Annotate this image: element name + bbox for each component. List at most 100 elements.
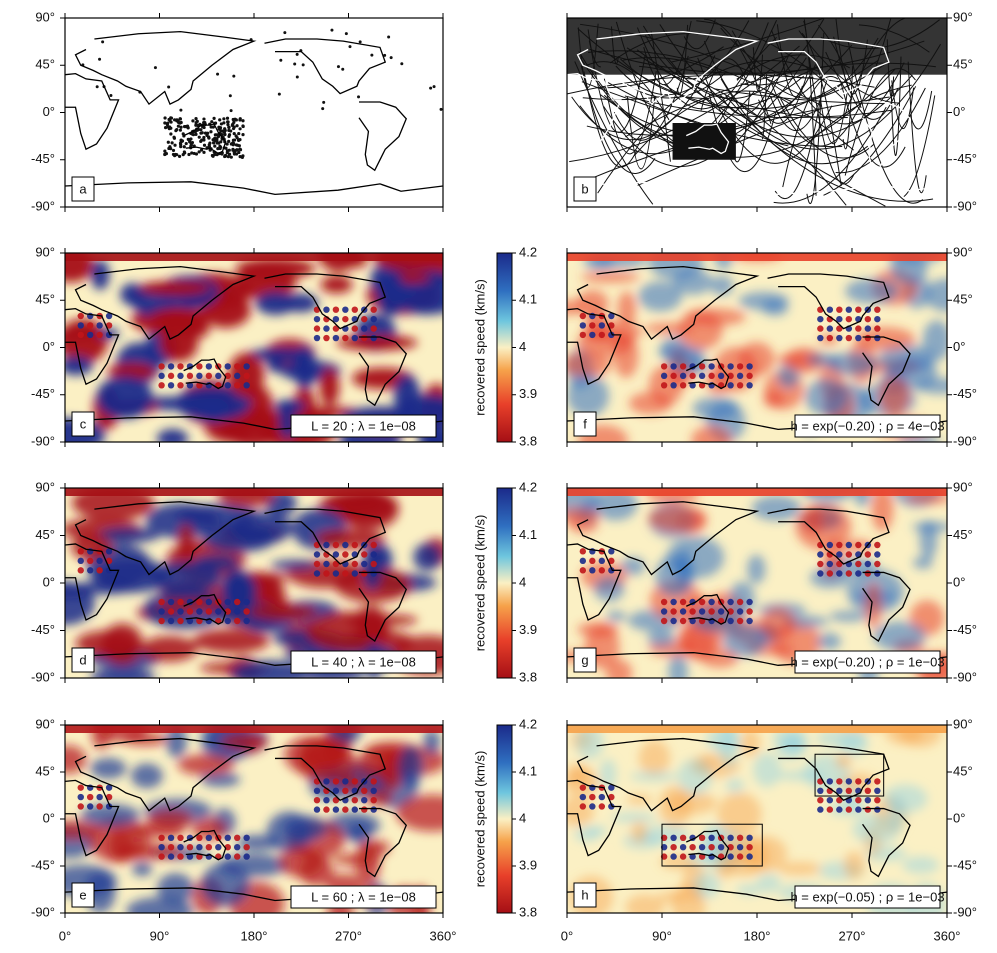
checker-cell	[158, 382, 165, 389]
anomaly	[785, 347, 824, 374]
checker-cell	[243, 598, 250, 606]
checker-cell	[579, 312, 587, 320]
checker-cell	[96, 557, 103, 565]
checker-cell	[196, 608, 203, 615]
checker-cell	[608, 793, 615, 801]
checker-cell	[717, 372, 725, 380]
station	[231, 138, 236, 142]
station	[178, 128, 182, 132]
checker-cell	[167, 363, 175, 370]
checker-cell	[660, 382, 668, 389]
anomaly	[423, 729, 441, 755]
map-panel: h h = exp(−0.05) ; ρ = 1e−03 0° 90° 180° 270°…	[561, 716, 977, 943]
station	[186, 126, 190, 130]
y-tick-label: -45°	[31, 386, 55, 401]
station	[357, 95, 361, 99]
station	[163, 149, 167, 153]
anomaly	[852, 813, 901, 845]
checker-cell	[746, 608, 753, 615]
station	[229, 155, 233, 159]
anomaly	[912, 556, 933, 570]
anomaly	[740, 729, 761, 757]
colorbar-tick-label: 3.9	[519, 622, 537, 637]
checker-cell	[351, 551, 358, 558]
checker-cell	[679, 853, 687, 860]
checker-cell	[826, 306, 834, 313]
colorbar-tick-label: 4.1	[519, 292, 537, 307]
station	[238, 147, 242, 151]
checker-cell	[689, 853, 696, 860]
checker-cell	[167, 617, 175, 625]
coastline	[767, 273, 890, 330]
checker-cell	[727, 372, 734, 380]
ray-path	[697, 57, 833, 164]
panel-label-box	[71, 647, 95, 673]
checker-cell	[196, 844, 203, 851]
checker-cell	[670, 598, 677, 606]
station	[163, 126, 168, 130]
checker-cell	[205, 834, 213, 841]
y-tick-label: -90°	[31, 904, 55, 919]
anomaly	[132, 861, 153, 877]
checker-cell	[855, 306, 862, 313]
checker-cell	[167, 834, 175, 841]
checker-cell	[708, 363, 715, 370]
checker-cell	[186, 844, 194, 851]
checker-cell	[177, 844, 184, 851]
station	[231, 126, 236, 131]
checker-cell	[313, 551, 321, 558]
checker-cell	[855, 325, 862, 332]
station	[167, 85, 171, 89]
checker-cell	[234, 844, 241, 851]
panel-caption: L = 60 ; λ = 1e−08	[311, 889, 416, 904]
checker-cell	[224, 363, 231, 370]
checker-cell	[105, 784, 113, 791]
station	[179, 125, 183, 129]
station	[194, 132, 198, 136]
checker-cell	[77, 548, 84, 555]
anomaly	[865, 846, 907, 862]
checker-cell	[836, 806, 843, 813]
y-tick-label: -90°	[31, 669, 55, 684]
checker-cell	[205, 372, 213, 380]
top-band	[65, 725, 443, 733]
coastline	[576, 265, 760, 341]
ray-path	[803, 20, 817, 196]
coastline	[686, 358, 730, 390]
anomaly	[222, 569, 252, 609]
panel-frame	[64, 17, 444, 208]
checker-cell	[736, 617, 744, 625]
checker-cell	[313, 334, 321, 342]
colorbar-ramp	[496, 724, 513, 914]
field-blobs	[65, 488, 443, 678]
checker-cell	[660, 363, 668, 370]
x-tick-label: 270°	[839, 928, 866, 943]
y-tick-label: -90°	[953, 198, 977, 213]
colorbar-ramp	[496, 487, 513, 679]
station	[182, 145, 186, 149]
station	[227, 152, 232, 156]
y-tick-label: 0°	[953, 104, 965, 119]
checker-cell	[708, 608, 715, 615]
colorbar-tick-label: 4.2	[519, 479, 537, 494]
anomaly	[751, 495, 802, 521]
checker-cell	[679, 617, 687, 625]
anomaly	[628, 392, 672, 415]
anomaly	[610, 812, 657, 823]
station	[231, 122, 235, 126]
checker-cell	[845, 306, 853, 313]
station	[168, 145, 172, 149]
checker-cell	[608, 322, 615, 329]
station	[178, 141, 183, 145]
ray-path	[610, 26, 619, 65]
ray-path	[907, 61, 927, 194]
checker-cell	[361, 551, 368, 558]
checker-cell	[313, 560, 321, 568]
anomaly	[396, 794, 443, 832]
ray-path	[639, 65, 847, 206]
checker-cell	[342, 315, 349, 323]
station	[194, 152, 199, 156]
station	[169, 132, 173, 136]
station	[241, 133, 245, 137]
station	[169, 126, 173, 130]
